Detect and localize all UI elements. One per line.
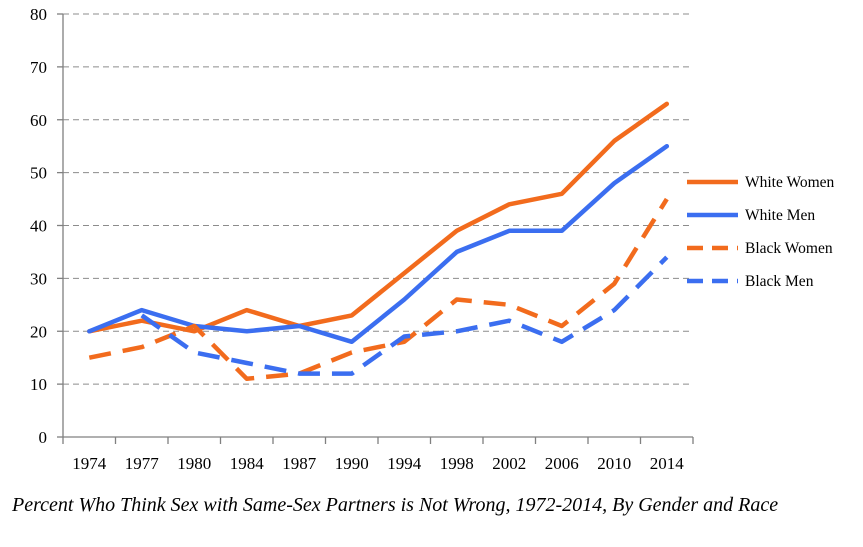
legend-label: Black Men (745, 273, 814, 290)
legend-label: Black Women (745, 240, 833, 257)
x-tick-label: 1977 (125, 454, 160, 473)
x-tick-label: 1984 (230, 454, 265, 473)
y-tick-label: 20 (30, 322, 47, 341)
y-tick-label: 80 (30, 5, 47, 24)
y-tick-label: 40 (30, 217, 47, 236)
legend-label: White Women (745, 174, 835, 191)
x-tick-label: 1987 (282, 454, 317, 473)
series-line-black-men (140, 255, 669, 376)
y-tick-label: 70 (30, 58, 47, 77)
legend-label: White Men (745, 207, 815, 224)
x-tick-label: 2014 (650, 454, 685, 473)
gridlines (63, 13, 693, 385)
y-tick-label: 30 (30, 269, 47, 288)
series-line-white-men (87, 143, 670, 345)
x-tick-label: 2010 (597, 454, 631, 473)
y-tick-label: 10 (30, 375, 47, 394)
series-line-white-women (87, 101, 670, 334)
x-tick-label: 2002 (492, 454, 526, 473)
x-tick-label: 1990 (335, 454, 369, 473)
axes: 0 10 20 30 40 50 60 70 80 1974 1977 1980 1984 1987 199… (30, 5, 694, 473)
series-line-black-women (88, 197, 669, 382)
y-tick-label: 0 (39, 428, 48, 447)
x-tick-label: 1974 (72, 454, 107, 473)
y-tick-label: 60 (30, 111, 47, 130)
chart-caption: Percent Who Think Sex with Same-Sex Part… (12, 494, 779, 516)
x-tick-label: 1994 (387, 454, 422, 473)
y-tick-label: 50 (30, 164, 47, 183)
x-tick-label: 2006 (545, 454, 579, 473)
series-lines (87, 101, 670, 382)
x-tick-label: 1980 (177, 454, 211, 473)
line-chart: 0 10 20 30 40 50 60 70 80 1974 1977 1980 1984 1987 199… (30, 5, 835, 473)
x-tick-label: 1998 (440, 454, 474, 473)
legend: White Women White Men Black Women Black Men (687, 174, 835, 290)
